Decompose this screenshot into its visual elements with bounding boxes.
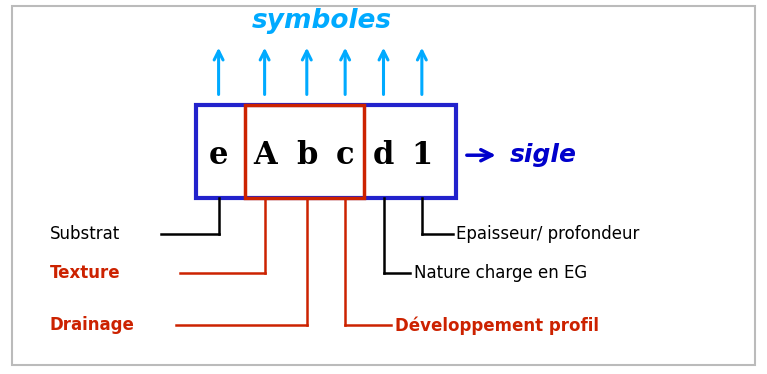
Text: d: d: [373, 140, 394, 171]
Text: c: c: [336, 140, 354, 171]
Text: b: b: [296, 140, 318, 171]
Text: sigle: sigle: [510, 143, 577, 167]
Text: 1: 1: [411, 140, 433, 171]
Text: e: e: [209, 140, 229, 171]
Bar: [196, 105, 456, 198]
Text: Substrat: Substrat: [50, 225, 120, 243]
Text: Texture: Texture: [50, 264, 120, 282]
Text: Drainage: Drainage: [50, 316, 135, 334]
Bar: [245, 105, 364, 198]
Text: Epaisseur/ profondeur: Epaisseur/ profondeur: [456, 225, 640, 243]
Text: A: A: [253, 140, 276, 171]
Text: Nature charge en EG: Nature charge en EG: [414, 264, 588, 282]
Text: symboles: symboles: [252, 7, 392, 34]
Text: Développement profil: Développement profil: [395, 316, 599, 335]
